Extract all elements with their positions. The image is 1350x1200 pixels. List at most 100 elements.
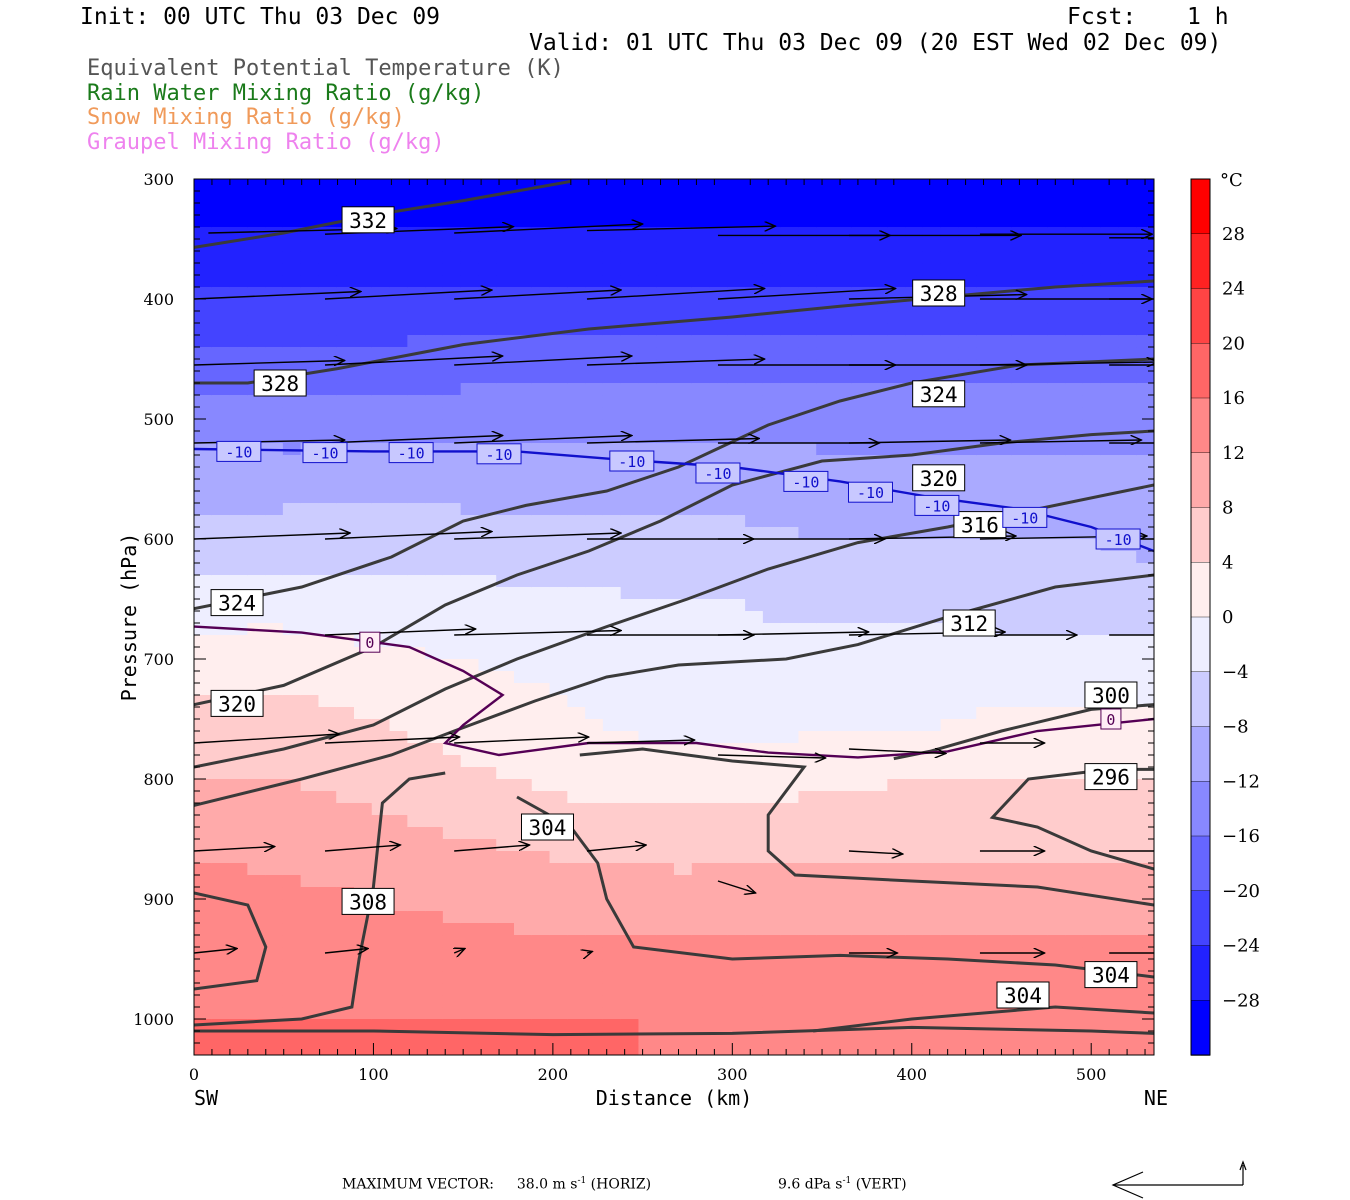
temperature-cell: [620, 263, 640, 276]
temperature-cell: [869, 647, 888, 660]
temperature-cell: [887, 215, 906, 228]
temperature-cell: [496, 683, 515, 696]
temperature-cell: [798, 215, 817, 228]
temperature-cell: [656, 395, 675, 408]
temperature-cell: [656, 683, 675, 696]
temperature-cell: [282, 503, 302, 516]
colorbar-tick-label: 8: [1222, 498, 1233, 519]
temperature-cell: [709, 635, 728, 648]
temperature-cell: [780, 503, 800, 516]
temperature-cell: [745, 347, 764, 360]
temperature-cell: [834, 899, 853, 912]
temperature-cell: [211, 323, 231, 336]
temperature-cell: [194, 371, 213, 384]
temperature-cell: [460, 1007, 480, 1020]
temperature-cell: [211, 863, 231, 876]
temperature-cell: [354, 983, 373, 996]
temperature-cell: [1011, 323, 1031, 336]
temperature-cell: [442, 923, 462, 936]
temperature-cell: [762, 1007, 782, 1020]
temperature-cell: [727, 935, 746, 948]
temperature-cell: [460, 287, 480, 300]
temperature-cell: [1029, 383, 1048, 396]
temperature-cell: [1065, 899, 1084, 912]
temperature-cell: [709, 551, 728, 564]
temperature-cell: [229, 179, 248, 192]
temperature-cell: [638, 971, 657, 984]
temperature-cell: [336, 263, 355, 276]
max-vector-label: MAXIMUM VECTOR: 38.0 m s-1 (HORIZ): [342, 1177, 651, 1192]
temperature-cell: [300, 695, 320, 708]
temperature-cell: [389, 287, 408, 300]
theta-e-label-text: 320: [218, 692, 256, 716]
temperature-cell: [905, 1043, 924, 1055]
temperature-cell: [851, 467, 871, 480]
temperature-cell: [727, 875, 746, 888]
temperature-cell: [656, 791, 675, 804]
temperature-cell: [460, 371, 480, 384]
temperature-cell: [425, 1031, 444, 1044]
temperature-cell: [1047, 347, 1066, 360]
temperature-cell: [1136, 887, 1154, 900]
temperature-cell: [371, 371, 391, 384]
temperature-cell: [425, 575, 444, 588]
temperature-cell: [709, 827, 728, 840]
temperature-cell: [816, 563, 835, 576]
temperature-cell: [1011, 839, 1031, 852]
temperature-cell: [1118, 671, 1137, 684]
temperature-cell: [976, 179, 995, 192]
temperature-cell: [265, 647, 284, 660]
temperature-cell: [656, 959, 675, 972]
theta-e-contour-line: [516, 795, 1154, 979]
temperature-cell: [229, 971, 248, 984]
temperature-cell: [318, 383, 337, 396]
temperature-cell: [1136, 371, 1154, 384]
temperature-cell: [407, 839, 426, 852]
temperature-cell: [1011, 683, 1031, 696]
temperature-cell: [780, 251, 800, 264]
temperature-cell: [940, 575, 960, 588]
temperature-cell: [940, 215, 960, 228]
temperature-cell: [905, 251, 924, 264]
temperature-cell: [389, 947, 408, 960]
temperature-cell: [780, 179, 800, 192]
temperature-cell: [1047, 263, 1066, 276]
temperature-cell: [994, 767, 1013, 780]
theta-e-label: 332: [341, 206, 395, 234]
temperature-cell: [1100, 623, 1120, 636]
temperature-cell: [602, 683, 622, 696]
temperature-cell: [407, 983, 426, 996]
temperature-cell: [282, 827, 302, 840]
temperature-cell: [922, 887, 942, 900]
temperature-cell: [1136, 995, 1154, 1008]
temperature-cell: [958, 851, 977, 864]
temperature-cell: [674, 779, 693, 792]
temperature-cell: [478, 539, 497, 552]
temperature-cell: [389, 263, 408, 276]
temperature-cell: [780, 911, 800, 924]
temperature-cell: [1029, 875, 1048, 888]
temperature-cell: [1082, 911, 1102, 924]
temperature-cell: [940, 539, 960, 552]
temperature-cell: [958, 827, 977, 840]
temperature-cell: [602, 395, 622, 408]
temperature-cell: [638, 431, 657, 444]
temperature-cell: [762, 575, 782, 588]
temperature-cell: [549, 203, 568, 216]
temperature-cell: [442, 887, 462, 900]
temperature-cell: [958, 971, 977, 984]
temperature-cell: [1136, 683, 1154, 696]
temperature-cell: [905, 203, 924, 216]
temperature-cell: [940, 179, 960, 192]
temperature-cell: [407, 887, 426, 900]
temperature-cell: [318, 623, 337, 636]
temperature-cell: [834, 467, 853, 480]
temperature-cell: [620, 911, 640, 924]
isotherm-label: -10: [1002, 506, 1048, 528]
temperature-cell: [1065, 455, 1084, 468]
valid-time-label: Valid: 01 UTC Thu 03 Dec 09 (20 EST Wed …: [529, 30, 1222, 56]
temperature-cell: [976, 707, 995, 720]
temperature-cell: [1100, 335, 1120, 348]
temperature-cell: [656, 407, 675, 420]
temperature-cell: [478, 479, 497, 492]
